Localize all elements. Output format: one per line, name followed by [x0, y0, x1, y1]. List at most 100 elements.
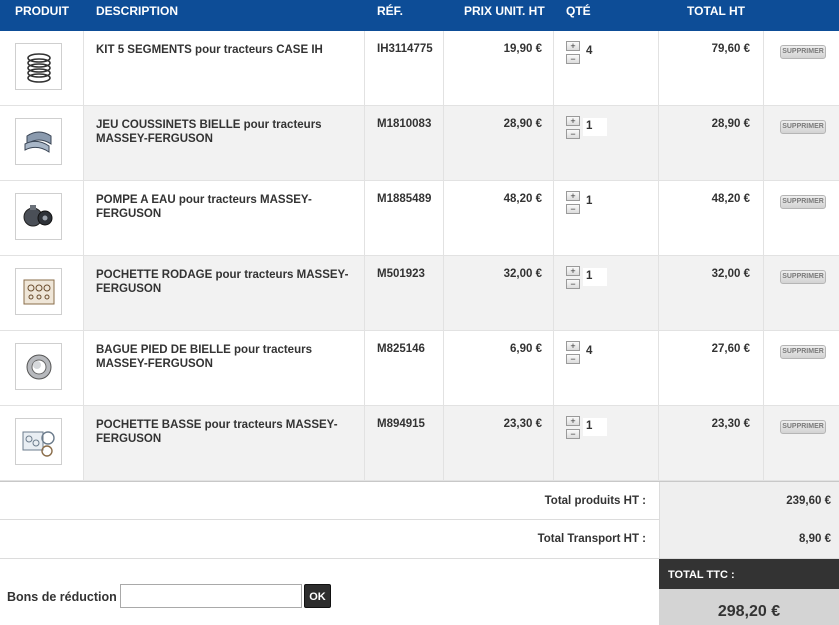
product-cell	[0, 106, 84, 180]
product-cell	[0, 331, 84, 405]
cart-header: PRODUIT DESCRIPTION RÉF. PRIX UNIT. HT Q…	[0, 0, 839, 31]
product-cell	[0, 256, 84, 330]
column-divider	[658, 31, 659, 105]
header-description: DESCRIPTION	[96, 4, 179, 18]
delete-button[interactable]: SUPPRIMER	[780, 45, 826, 59]
unit-price: 48,20 €	[503, 193, 542, 205]
cart-item-row: POCHETTE BASSE pour tracteurs MASSEY-FER…	[0, 406, 839, 481]
product-thumbnail[interactable]	[15, 193, 62, 240]
line-total: 48,20 €	[711, 193, 750, 205]
voucher-input[interactable]	[120, 584, 302, 608]
total-products-row: Total produits HT : 239,60 €	[0, 481, 839, 520]
total-ttc-box: TOTAL TTC : 298,20 €	[659, 559, 839, 625]
qty-decrease-button[interactable]: −	[566, 354, 580, 364]
total-ttc-value: 298,20 €	[659, 589, 839, 625]
delete-button[interactable]: SUPPRIMER	[780, 420, 826, 434]
line-total: 32,00 €	[711, 268, 750, 280]
qty-decrease-button[interactable]: −	[566, 129, 580, 139]
column-divider	[658, 331, 659, 405]
total-ttc-label: TOTAL TTC :	[659, 559, 839, 589]
total-products-box: 239,60 €	[659, 482, 839, 520]
column-divider	[443, 106, 444, 180]
column-divider	[763, 31, 764, 105]
column-divider	[443, 31, 444, 105]
quantity-stepper: + −1	[566, 265, 611, 293]
quantity-stepper: + −1	[566, 115, 611, 143]
column-divider	[443, 331, 444, 405]
qty-value[interactable]: 1	[583, 268, 607, 286]
product-ref: M501923	[377, 268, 425, 280]
qty-decrease-button[interactable]: −	[566, 54, 580, 64]
cart-footer: Bons de réduction OK TOTAL TTC : 298,20 …	[0, 559, 839, 625]
voucher-label: Bons de réduction	[7, 590, 117, 604]
total-shipping-box: 8,90 €	[659, 520, 839, 558]
cart-item-row: POCHETTE RODAGE pour tracteurs MASSEY-FE…	[0, 256, 839, 331]
column-divider	[658, 256, 659, 330]
total-shipping-label: Total Transport HT :	[537, 533, 646, 545]
product-ref: IH3114775	[377, 43, 433, 55]
cart-item-row: KIT 5 SEGMENTS pour tracteurs CASE IH IH3…	[0, 31, 839, 106]
product-ref: M894915	[377, 418, 425, 430]
column-divider	[658, 106, 659, 180]
product-thumbnail[interactable]	[15, 268, 62, 315]
product-thumbnail[interactable]	[15, 118, 62, 165]
line-total: 79,60 €	[711, 43, 750, 55]
product-cell	[0, 181, 84, 255]
header-total: TOTAL HT	[687, 4, 745, 18]
product-thumbnail[interactable]	[15, 43, 62, 90]
quantity-stepper: + −4	[566, 340, 611, 368]
product-thumbnail[interactable]	[15, 418, 62, 465]
column-divider	[763, 406, 764, 480]
unit-price: 32,00 €	[503, 268, 542, 280]
qty-decrease-button[interactable]: −	[566, 279, 580, 289]
header-prix: PRIX UNIT. HT	[464, 4, 545, 18]
cart-item-row: JEU COUSSINETS BIELLE pour tracteurs MAS…	[0, 106, 839, 181]
qty-decrease-button[interactable]: −	[566, 429, 580, 439]
product-description[interactable]: POCHETTE RODAGE pour tracteurs MASSEY-FE…	[96, 269, 349, 295]
qty-increase-button[interactable]: +	[566, 341, 580, 351]
qty-value[interactable]: 1	[583, 193, 607, 211]
column-divider	[763, 331, 764, 405]
qty-value[interactable]: 1	[583, 118, 607, 136]
qty-decrease-button[interactable]: −	[566, 204, 580, 214]
product-ref: M825146	[377, 343, 425, 355]
delete-button[interactable]: SUPPRIMER	[780, 345, 826, 359]
header-qte: QTÉ	[566, 4, 591, 18]
product-description[interactable]: BAGUE PIED DE BIELLE pour tracteurs MASS…	[96, 344, 312, 370]
product-description[interactable]: POCHETTE BASSE pour tracteurs MASSEY-FER…	[96, 419, 338, 445]
total-products-label: Total produits HT :	[544, 495, 646, 507]
qty-value[interactable]: 4	[583, 343, 607, 361]
line-total: 27,60 €	[711, 343, 750, 355]
product-description[interactable]: POMPE A EAU pour tracteurs MASSEY-FERGUS…	[96, 194, 312, 220]
column-divider	[658, 406, 659, 480]
qty-increase-button[interactable]: +	[566, 266, 580, 276]
qty-increase-button[interactable]: +	[566, 416, 580, 426]
column-divider	[553, 106, 554, 180]
qty-value[interactable]: 1	[583, 418, 607, 436]
column-divider	[443, 181, 444, 255]
qty-increase-button[interactable]: +	[566, 116, 580, 126]
total-shipping-row: Total Transport HT : 8,90 €	[0, 520, 839, 559]
qty-value[interactable]: 4	[583, 43, 607, 61]
column-divider	[364, 181, 365, 255]
qty-increase-button[interactable]: +	[566, 191, 580, 201]
total-products-value: 239,60 €	[786, 495, 831, 507]
column-divider	[553, 181, 554, 255]
column-divider	[658, 181, 659, 255]
voucher-ok-button[interactable]: OK	[304, 584, 331, 608]
line-total: 28,90 €	[711, 118, 750, 130]
product-cell	[0, 31, 84, 105]
qty-increase-button[interactable]: +	[566, 41, 580, 51]
product-description[interactable]: KIT 5 SEGMENTS pour tracteurs CASE IH	[96, 44, 323, 56]
product-thumbnail[interactable]	[15, 343, 62, 390]
product-cell	[0, 406, 84, 480]
delete-button[interactable]: SUPPRIMER	[780, 270, 826, 284]
cart-item-row: POMPE A EAU pour tracteurs MASSEY-FERGUS…	[0, 181, 839, 256]
unit-price: 19,90 €	[503, 43, 542, 55]
column-divider	[364, 106, 365, 180]
cart-item-row: BAGUE PIED DE BIELLE pour tracteurs MASS…	[0, 331, 839, 406]
delete-button[interactable]: SUPPRIMER	[780, 195, 826, 209]
product-description[interactable]: JEU COUSSINETS BIELLE pour tracteurs MAS…	[96, 119, 322, 145]
delete-button[interactable]: SUPPRIMER	[780, 120, 826, 134]
header-produit: PRODUIT	[15, 4, 69, 18]
